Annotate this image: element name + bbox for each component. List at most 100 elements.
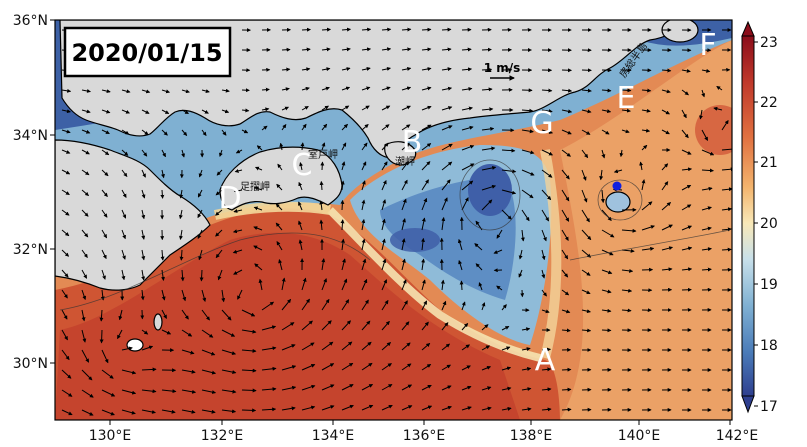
current-arrow	[458, 259, 463, 271]
current-arrow	[217, 269, 223, 281]
current-arrow	[481, 165, 497, 171]
current-arrow	[241, 108, 250, 113]
current-arrow	[361, 258, 367, 271]
current-arrow	[681, 89, 689, 96]
current-arrow	[441, 405, 452, 411]
current-arrow	[160, 189, 165, 199]
current-arrow	[501, 406, 512, 411]
current-arrow	[301, 123, 307, 131]
current-arrow	[601, 129, 610, 135]
current-vectors	[61, 27, 732, 416]
current-arrow	[501, 386, 512, 391]
current-arrow	[381, 258, 387, 271]
current-arrow	[461, 125, 474, 131]
current-arrow	[401, 279, 407, 291]
x-tick-label: 138°E	[510, 428, 553, 444]
current-arrow	[621, 129, 630, 134]
current-arrow	[521, 387, 532, 392]
current-arrow	[361, 105, 370, 111]
current-arrow	[521, 149, 535, 155]
current-arrow	[180, 269, 185, 282]
current-arrow	[341, 258, 346, 271]
current-arrow	[181, 109, 189, 115]
current-arrow	[321, 27, 332, 32]
current-arrow	[298, 239, 303, 251]
current-arrow	[361, 238, 366, 251]
current-arrow	[301, 47, 311, 52]
current-arrow	[421, 124, 432, 131]
current-arrow	[721, 247, 732, 252]
current-arrow	[299, 162, 304, 171]
station-marker	[612, 181, 622, 191]
current-arrow	[101, 89, 111, 94]
current-arrow	[141, 189, 146, 199]
current-arrow	[661, 109, 670, 115]
current-arrow	[601, 209, 612, 221]
current-arrow	[381, 342, 391, 351]
cape-label-ashizuri: 足摺岬	[240, 180, 270, 193]
current-arrow	[401, 142, 410, 151]
current-arrow	[561, 229, 569, 241]
current-arrow	[201, 409, 216, 414]
current-arrow	[459, 280, 464, 291]
current-arrow	[141, 269, 146, 281]
current-arrow	[197, 229, 203, 240]
current-arrow	[619, 149, 624, 158]
current-arrow	[401, 66, 412, 71]
current-arrow	[701, 226, 712, 231]
current-arrow	[601, 308, 612, 313]
current-arrow	[520, 229, 525, 242]
colorbar	[741, 20, 758, 414]
current-arrow	[621, 308, 632, 313]
current-arrow	[421, 179, 429, 191]
current-arrow	[381, 142, 389, 151]
current-arrow	[221, 369, 237, 375]
current-arrow	[601, 328, 612, 333]
current-arrow	[581, 169, 587, 181]
current-arrow	[321, 142, 326, 151]
current-arrow	[221, 289, 226, 303]
current-arrow	[281, 322, 295, 331]
current-arrow	[81, 149, 90, 155]
current-arrow	[81, 89, 91, 93]
current-arrow	[101, 369, 114, 379]
kyushu	[55, 139, 211, 291]
current-arrow	[61, 369, 72, 379]
current-arrow	[215, 209, 223, 216]
current-arrow	[276, 183, 283, 191]
current-arrow	[601, 109, 612, 114]
current-arrow	[101, 109, 111, 114]
y-tick-label: 30°N	[13, 356, 48, 372]
current-arrow	[501, 209, 512, 220]
x-tick-label: 132°E	[201, 428, 244, 444]
current-arrow	[361, 180, 366, 191]
current-arrow	[361, 299, 369, 311]
current-arrow	[101, 129, 110, 135]
current-arrow	[601, 149, 606, 159]
current-arrow	[221, 329, 236, 337]
current-arrow	[61, 229, 70, 237]
current-arrow	[681, 68, 691, 73]
current-arrow	[421, 405, 433, 411]
current-arrow	[681, 184, 692, 191]
current-arrow	[197, 189, 203, 198]
current-arrow	[81, 129, 91, 134]
current-arrow	[281, 87, 290, 92]
current-arrow	[201, 309, 210, 321]
current-arrow	[541, 249, 546, 261]
current-arrow	[121, 109, 131, 114]
current-arrow	[181, 409, 196, 414]
current-arrow	[161, 329, 172, 335]
current-arrow	[61, 349, 70, 361]
current-arrow	[721, 148, 732, 151]
current-arrow	[600, 189, 605, 204]
current-arrow	[261, 125, 268, 131]
current-arrow	[141, 389, 157, 394]
current-arrow	[421, 86, 432, 91]
current-arrow	[641, 88, 652, 93]
current-arrow	[561, 249, 569, 260]
current-arrow	[221, 349, 237, 355]
current-arrow	[101, 389, 116, 397]
current-arrow	[161, 149, 166, 158]
current-arrow	[181, 149, 186, 158]
